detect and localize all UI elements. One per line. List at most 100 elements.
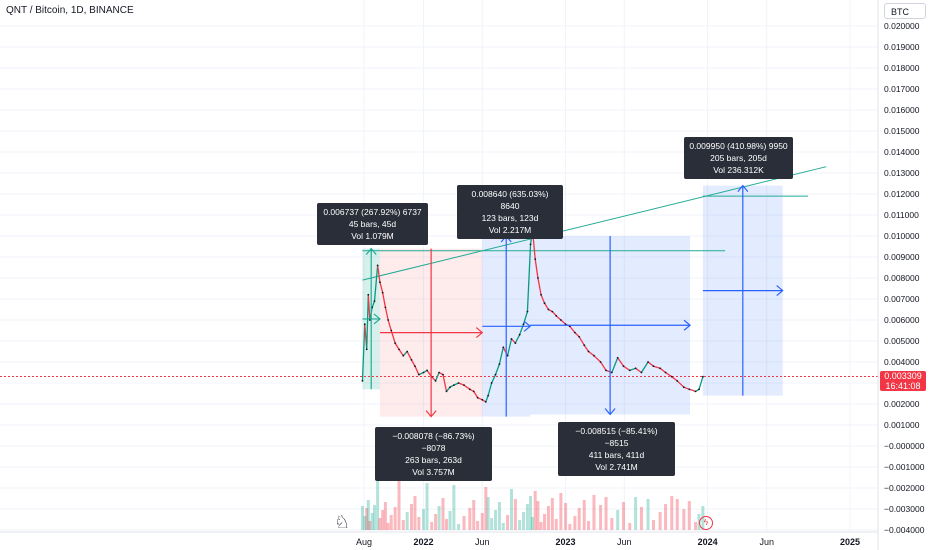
volume-bar xyxy=(457,524,461,530)
price-point xyxy=(422,371,425,374)
price-point xyxy=(593,354,595,357)
price-segment xyxy=(382,292,387,308)
price-segment xyxy=(485,395,489,403)
measure-arrowhead xyxy=(776,285,784,297)
price-segment xyxy=(617,357,625,367)
volume-bar xyxy=(486,497,490,530)
volume-bar xyxy=(616,510,620,530)
volume-bar xyxy=(564,503,568,530)
price-point xyxy=(468,388,471,391)
volume-bar xyxy=(368,521,372,530)
price-tick-label: −0.002000 xyxy=(884,483,925,493)
price-segment xyxy=(583,344,590,352)
price-segment xyxy=(569,325,576,334)
volume-bar xyxy=(687,501,691,530)
price-segment xyxy=(487,382,493,396)
volume-bar xyxy=(550,498,554,530)
price-segment xyxy=(463,384,471,390)
volume-bar xyxy=(587,521,591,530)
price-point xyxy=(702,375,704,378)
price-point xyxy=(398,348,400,351)
price-point xyxy=(694,390,697,393)
volume-bar xyxy=(476,521,480,530)
price-point xyxy=(616,356,619,359)
price-segment xyxy=(506,338,513,356)
volume-bar xyxy=(604,497,608,530)
volume-bar xyxy=(383,502,387,530)
rising-trendline xyxy=(362,166,827,281)
tradingview-logo-icon[interactable]: ♘ xyxy=(334,512,351,532)
volume-bar xyxy=(582,500,586,530)
price-segment xyxy=(560,319,566,325)
price-point xyxy=(599,361,602,363)
price-segment xyxy=(366,294,369,350)
price-point xyxy=(555,314,558,317)
volume-bar xyxy=(682,509,686,530)
gridlines xyxy=(0,0,878,532)
price-tick-label: 0.010000 xyxy=(884,231,920,241)
tooltip-line: 263 bars, 263d xyxy=(405,455,462,465)
measure-tooltip-5: 0.009950 (410.98%) 9950 205 bars, 205d V… xyxy=(684,137,793,179)
volume-bar xyxy=(509,489,513,530)
time-tick-label: Jun xyxy=(759,537,774,547)
tooltip-line: 205 bars, 205d xyxy=(710,153,767,163)
volume-bar xyxy=(518,520,522,530)
price-segment xyxy=(659,367,666,374)
time-tick-label: 2023 xyxy=(556,537,576,547)
price-tick-label: 0.007000 xyxy=(884,294,920,304)
price-tick-label: 0.005000 xyxy=(884,336,920,346)
price-segment xyxy=(379,282,384,293)
price-tick-label: 0.008000 xyxy=(884,273,920,283)
lightning-icon[interactable]: ϟ xyxy=(699,516,713,530)
price-point xyxy=(417,373,420,376)
symbol-title[interactable]: QNT / Bitcoin, 1D, BINANCE xyxy=(6,5,134,16)
price-tick-label: 0.006000 xyxy=(884,315,920,325)
volume-bar xyxy=(554,519,558,530)
price-segment xyxy=(458,382,465,386)
price-point xyxy=(583,344,586,347)
current-price-badge: 0.003309 16:41:08 xyxy=(880,371,926,391)
volume-bar xyxy=(530,517,534,530)
price-segment xyxy=(373,265,379,302)
price-segment xyxy=(534,259,539,279)
price-point xyxy=(547,308,550,311)
price-point xyxy=(402,354,405,357)
price-segment xyxy=(593,355,602,363)
price-tick-label: −0.001000 xyxy=(884,462,925,472)
price-segment xyxy=(635,367,642,374)
price-point xyxy=(387,319,390,321)
volume-bar xyxy=(546,506,550,530)
price-segment xyxy=(574,332,580,338)
price-tick-label: −0.004000 xyxy=(884,525,925,535)
price-point xyxy=(543,302,546,305)
volume-bar xyxy=(658,512,662,530)
price-point xyxy=(442,373,444,376)
price-point xyxy=(490,382,493,384)
price-segment xyxy=(611,357,619,373)
volume-bar xyxy=(360,506,364,530)
price-segment xyxy=(537,277,542,295)
current-price-value: 0.003309 xyxy=(884,371,922,381)
volume-bar xyxy=(664,504,668,530)
price-segment xyxy=(491,374,497,384)
price-tick-label: 0.013000 xyxy=(884,168,920,178)
price-tick-label: 0.001000 xyxy=(884,420,920,430)
volume-bar xyxy=(389,515,393,530)
price-point xyxy=(698,388,700,391)
volume-bar xyxy=(513,499,517,530)
price-segment xyxy=(588,350,595,357)
measure-arrowhead xyxy=(373,313,381,325)
price-segment xyxy=(510,338,516,344)
price-segment xyxy=(442,374,448,392)
volume-bar xyxy=(365,508,369,530)
price-point xyxy=(682,386,685,389)
volume-bar xyxy=(480,513,484,530)
volume-bar xyxy=(444,519,448,530)
volume-bar xyxy=(670,496,674,530)
currency-button[interactable]: BTC xyxy=(884,3,926,19)
price-point xyxy=(628,369,631,372)
volume-bar xyxy=(434,514,438,530)
measure-arrowhead xyxy=(523,320,532,332)
volume-bar xyxy=(397,481,401,530)
